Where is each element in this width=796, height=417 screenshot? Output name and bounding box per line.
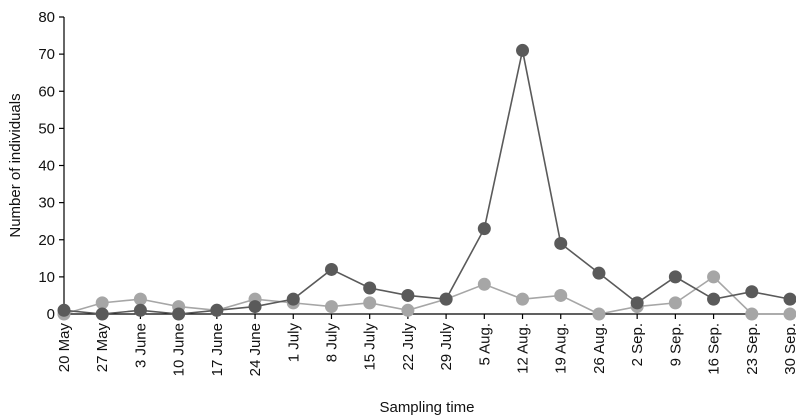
series-1-point: [439, 292, 453, 306]
series-1-point: [745, 285, 759, 299]
y-tick-label: 10: [38, 269, 55, 286]
x-tick-label: 5 Aug.: [476, 323, 493, 366]
series-1-point: [133, 303, 147, 317]
x-tick-label: 24 June: [247, 323, 264, 376]
series-1-point: [707, 292, 721, 306]
series-1-point: [324, 262, 338, 276]
x-tick-label: 8 July: [323, 323, 340, 363]
x-tick-label: 20 May: [56, 323, 73, 373]
x-tick-label: 29 July: [438, 323, 455, 371]
series-1-point: [95, 307, 109, 321]
x-tick-label: 27 May: [94, 323, 111, 373]
series-1-point: [783, 292, 796, 306]
x-tick-label: 23 Sep.: [744, 323, 761, 375]
x-tick-label: 9 Sep.: [667, 323, 684, 366]
y-tick-label: 20: [38, 232, 55, 249]
series-2-point: [707, 270, 721, 284]
series-2-point: [477, 277, 491, 291]
x-tick-label: 3 June: [132, 323, 149, 368]
x-tick-label: 12 Aug.: [515, 323, 532, 374]
y-tick-label: 80: [38, 9, 55, 26]
series-2-point: [95, 296, 109, 310]
series-2-point: [668, 296, 682, 310]
series-2-point: [363, 296, 377, 310]
y-tick-label: 30: [38, 195, 55, 212]
y-tick-label: 70: [38, 46, 55, 63]
x-tick-label: 2 Sep.: [629, 323, 646, 366]
y-axis: 0 10 20 30 40 50 60 70 80: [38, 9, 65, 323]
series-1-point: [592, 266, 606, 280]
x-tick-label: 22 July: [400, 323, 417, 371]
y-tick-label: 40: [38, 158, 55, 175]
series-1-point: [210, 303, 224, 317]
series-2-point: [401, 303, 415, 317]
x-tick-label: 19 Aug.: [553, 323, 570, 374]
series-1-point: [401, 288, 415, 302]
series-1-point: [516, 43, 530, 57]
series-1-point: [248, 300, 262, 314]
x-tick-label: 17 June: [209, 323, 226, 376]
y-tick-label: 60: [38, 83, 55, 100]
series-layer: [57, 43, 796, 321]
x-tick-label: 15 July: [362, 323, 379, 371]
series-2-point: [745, 307, 759, 321]
x-axis-title: Sampling time: [379, 399, 474, 416]
x-tick-label: 26 Aug.: [591, 323, 608, 374]
series-1: [57, 43, 796, 321]
x-tick-label: 10 June: [171, 323, 188, 376]
series-1-point: [630, 296, 644, 310]
series-1-point: [286, 292, 300, 306]
x-tick-label: 30 Sep.: [782, 323, 796, 375]
y-tick-label: 0: [47, 306, 55, 323]
series-1-point: [554, 236, 568, 250]
x-tick-label: 1 July: [285, 323, 302, 363]
series-1-point: [477, 222, 491, 236]
series-2-point: [554, 288, 568, 302]
series-1-point: [57, 303, 71, 317]
y-axis-title: Number of individuals: [7, 93, 24, 237]
x-tick-label: 16 Sep.: [706, 323, 723, 375]
series-2-point: [133, 292, 147, 306]
series-2-point: [324, 300, 338, 314]
series-2-point: [783, 307, 796, 321]
x-axis: 20 May 27 May 3 June 10 June 17 June 24 June 1…: [56, 313, 796, 376]
series-2-point: [516, 292, 530, 306]
y-tick-label: 50: [38, 120, 55, 137]
series-2-point: [592, 307, 606, 321]
series-1-point: [172, 307, 186, 321]
series-1-point: [668, 270, 682, 284]
series-1-point: [363, 281, 377, 295]
